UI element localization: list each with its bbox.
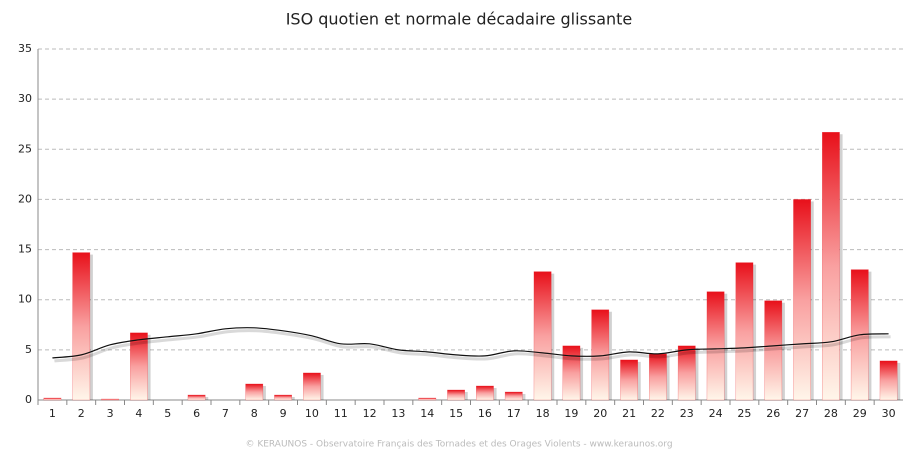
bar	[620, 359, 638, 401]
x-tick-label: 16	[478, 407, 492, 420]
x-tick-label: 20	[593, 407, 607, 420]
x-tick-label: 10	[305, 407, 319, 420]
x-tick-label: 13	[391, 407, 405, 420]
bar	[130, 332, 148, 401]
y-tick-label: 30	[18, 92, 32, 105]
y-tick-label: 0	[25, 393, 32, 406]
bar	[879, 360, 898, 401]
x-tick-label: 15	[449, 407, 463, 420]
bar	[245, 383, 264, 401]
bar	[447, 389, 465, 401]
bar	[72, 252, 91, 401]
line-shadow	[54, 329, 891, 363]
x-tick-label: 21	[622, 407, 636, 420]
x-tick-label: 5	[164, 407, 171, 420]
y-tick-label: 5	[25, 343, 32, 356]
line	[52, 327, 889, 359]
bar	[476, 385, 494, 401]
x-tick-label: 4	[135, 407, 142, 420]
x-tick-label: 1	[49, 407, 56, 420]
x-tick-label: 30	[882, 407, 896, 420]
bar	[649, 353, 667, 401]
x-tick-label: 19	[564, 407, 578, 420]
bar	[101, 398, 119, 401]
y-tick-label: 20	[18, 192, 32, 205]
bar	[43, 397, 62, 401]
x-tick-label: 8	[251, 407, 258, 420]
x-tick-label: 2	[78, 407, 85, 420]
bar	[562, 345, 581, 401]
bar	[533, 271, 552, 401]
bar	[735, 262, 754, 401]
bar	[187, 394, 206, 401]
x-tick-label: 9	[280, 407, 287, 420]
chart-title: ISO quotien et normale décadaire glissan…	[286, 10, 633, 29]
x-tick-label: 23	[680, 407, 694, 420]
x-tick-label: 26	[766, 407, 780, 420]
x-tick-label: 27	[795, 407, 809, 420]
bar	[504, 391, 523, 401]
x-tick-label: 7	[222, 407, 229, 420]
bar	[822, 131, 840, 401]
x-tick-label: 12	[363, 407, 377, 420]
footer: © KERAUNOS - Observatoire Français des T…	[245, 440, 672, 450]
x-tick-label: 11	[334, 407, 348, 420]
x-tick-label: 22	[651, 407, 665, 420]
y-tick-label: 35	[18, 42, 32, 55]
bar	[303, 372, 321, 401]
y-tick-label: 25	[18, 142, 32, 155]
x-tick-label: 24	[709, 407, 723, 420]
x-tick-label: 25	[737, 407, 751, 420]
x-tick-label: 3	[107, 407, 114, 420]
x-tick-label: 17	[507, 407, 521, 420]
bar	[706, 291, 725, 401]
x-tick-label: 6	[193, 407, 200, 420]
x-tick-label: 28	[824, 407, 838, 420]
bar	[764, 300, 783, 401]
bar	[677, 345, 696, 401]
x-tick-label: 18	[536, 407, 550, 420]
y-tick-label: 15	[18, 243, 32, 256]
x-tick-label: 14	[420, 407, 434, 420]
bar	[418, 397, 437, 401]
x-tick-label: 29	[853, 407, 867, 420]
y-tick-label: 10	[18, 293, 32, 306]
bar	[274, 394, 292, 401]
bar	[793, 199, 811, 401]
